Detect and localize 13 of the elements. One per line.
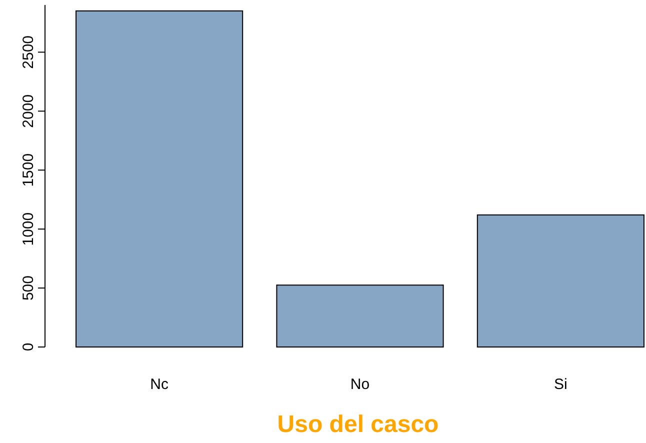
y-tick-label: 2000 (20, 94, 37, 128)
x-axis-title: Uso del casco (277, 411, 439, 438)
x-tick-label: No (350, 376, 370, 393)
y-tick-label: 1500 (20, 153, 37, 187)
y-tick-label: 500 (20, 276, 37, 301)
x-tick-label: Nc (150, 376, 169, 393)
y-tick-label: 2500 (20, 35, 37, 69)
x-tick-label: Si (554, 376, 568, 393)
bar (476, 214, 644, 348)
y-tick-label: 0 (20, 342, 37, 352)
y-tick-label: 1000 (20, 212, 37, 246)
bar (76, 10, 244, 348)
bar (276, 284, 444, 348)
